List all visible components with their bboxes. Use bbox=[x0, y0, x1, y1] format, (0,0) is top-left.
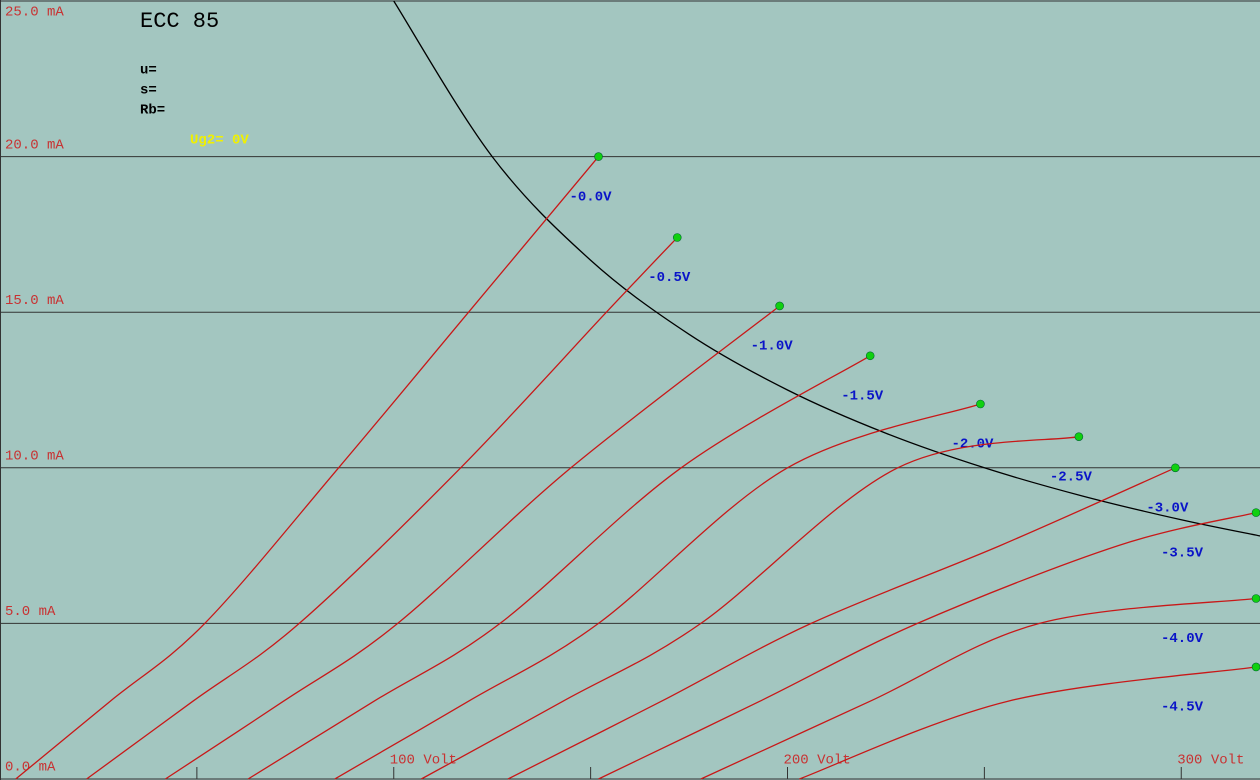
y-tick-label: 25.0 mA bbox=[5, 5, 64, 21]
curve bbox=[598, 511, 1257, 780]
curve bbox=[507, 467, 1176, 780]
x-tick-label: 100 Volt bbox=[390, 753, 457, 769]
end-marker bbox=[1171, 463, 1180, 473]
chart-title: ECC 85 bbox=[140, 9, 219, 34]
end-marker bbox=[976, 399, 985, 409]
x-tick-label: 300 Volt bbox=[1177, 753, 1244, 769]
series-label: -4.5V bbox=[1161, 700, 1204, 716]
curve bbox=[86, 237, 678, 780]
y-tick-label: 5.0 mA bbox=[5, 604, 56, 620]
curve bbox=[165, 305, 781, 780]
curve bbox=[15, 156, 599, 780]
end-marker bbox=[865, 351, 875, 361]
curve bbox=[799, 666, 1257, 780]
series-label: -4.0V bbox=[1161, 631, 1204, 647]
series-label: -1.5V bbox=[841, 388, 884, 404]
y-tick-label: 20.0 mA bbox=[5, 137, 64, 153]
x-tick-label: 200 Volt bbox=[784, 753, 851, 769]
end-marker bbox=[1251, 662, 1260, 672]
end-marker bbox=[672, 233, 682, 242]
series-label: -3.0V bbox=[1146, 501, 1189, 517]
series-label: -0.5V bbox=[648, 270, 691, 286]
series-label: -2.5V bbox=[1050, 469, 1093, 485]
series-label: -3.5V bbox=[1161, 545, 1204, 561]
param-label: s= bbox=[140, 83, 157, 99]
curve bbox=[700, 597, 1257, 780]
end-marker bbox=[1074, 432, 1084, 441]
param-label: Rb= bbox=[140, 103, 165, 119]
end-marker bbox=[594, 152, 603, 161]
y-tick-label: 10.0 mA bbox=[5, 449, 64, 465]
end-marker bbox=[1251, 508, 1260, 517]
y-tick-label: 15.0 mA bbox=[5, 293, 64, 309]
end-marker bbox=[775, 301, 784, 311]
series-label: -0.0V bbox=[570, 189, 613, 205]
curve bbox=[334, 403, 981, 780]
series-label: -1.0V bbox=[751, 339, 794, 355]
series-label: -2.0V bbox=[951, 437, 994, 453]
dissipation-curve bbox=[393, 0, 1260, 537]
curve bbox=[421, 436, 1079, 780]
param-label: u= bbox=[140, 63, 157, 79]
y-tick-label: 0.0 mA bbox=[5, 760, 56, 776]
curve bbox=[247, 355, 871, 780]
end-marker bbox=[1251, 594, 1260, 603]
annotation: Ug2= 0V bbox=[190, 133, 249, 149]
